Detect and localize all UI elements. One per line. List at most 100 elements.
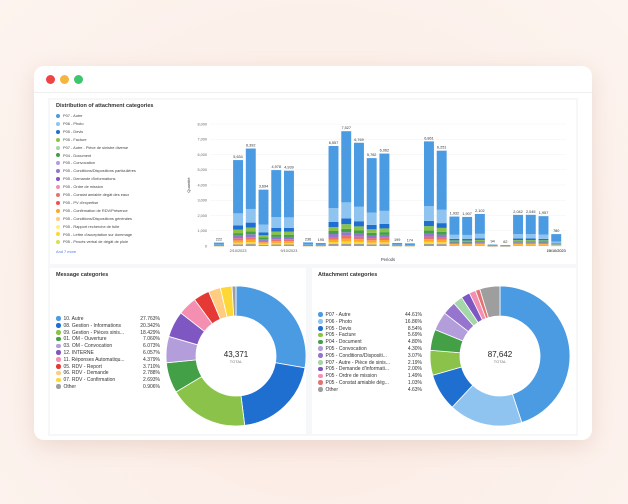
bar-segment[interactable]	[551, 241, 562, 244]
bar-segment[interactable]	[328, 208, 339, 223]
bar-segment[interactable]	[354, 230, 364, 234]
bar-segment[interactable]	[366, 238, 377, 241]
bar-segment[interactable]	[341, 232, 352, 236]
bar-segment[interactable]	[341, 228, 352, 233]
bar-segment[interactable]	[354, 226, 364, 231]
bar-legend-item[interactable]: P05 - Conditions/Dispositions particuliè…	[56, 168, 136, 173]
bar-segment[interactable]	[328, 227, 339, 232]
bar-segment[interactable]	[366, 244, 377, 246]
bar-segment[interactable]	[303, 242, 314, 245]
bar-segment[interactable]	[436, 237, 447, 240]
bar-segment[interactable]	[328, 231, 339, 235]
bar-segment[interactable]	[379, 228, 390, 233]
bar-segment[interactable]	[436, 223, 447, 228]
donut-legend-item[interactable]: 06. RDV - Demande 2.788%	[56, 370, 160, 376]
bar-segment[interactable]	[379, 242, 390, 245]
legend-more-link[interactable]: And 7 more	[56, 249, 77, 254]
bar-segment[interactable]	[354, 221, 364, 227]
bar-legend-item[interactable]: P05 - Demande d'informations	[56, 176, 115, 181]
bar-segment[interactable]	[449, 216, 460, 235]
bar-segment[interactable]	[284, 227, 294, 232]
donut-legend-item[interactable]: P05 - Devis 8.54%	[318, 326, 422, 332]
bar-segment[interactable]	[474, 241, 485, 243]
bar-segment[interactable]	[474, 238, 485, 240]
bar-segment[interactable]	[513, 240, 524, 242]
bar-legend-item[interactable]: P05 - Devis	[56, 129, 83, 134]
bar-segment[interactable]	[341, 218, 352, 225]
bar-segment[interactable]	[436, 227, 447, 232]
bar-legend-item[interactable]: P05 - Convocation	[56, 160, 95, 165]
bar-segment[interactable]	[379, 239, 390, 243]
maximize-window-button[interactable]	[74, 75, 83, 84]
bar-segment[interactable]	[328, 239, 339, 243]
bar-segment[interactable]	[538, 240, 549, 242]
bar-segment[interactable]	[354, 236, 364, 240]
bar-segment[interactable]	[366, 232, 377, 236]
bar-segment[interactable]	[436, 209, 447, 224]
minimize-window-button[interactable]	[60, 75, 69, 84]
bar-segment[interactable]	[538, 241, 549, 243]
bar-segment[interactable]	[474, 242, 485, 244]
bar-segment[interactable]	[303, 244, 314, 246]
bar-segment[interactable]	[449, 245, 460, 246]
bar-segment[interactable]	[436, 239, 447, 243]
donut-legend-item[interactable]: P05 - Constat amiable dég... 1.03%	[318, 380, 422, 386]
bar-segment[interactable]	[551, 234, 562, 242]
bar-segment[interactable]	[258, 242, 269, 244]
bar-segment[interactable]	[271, 231, 282, 235]
bar-segment[interactable]	[354, 206, 364, 222]
bar-segment[interactable]	[462, 244, 473, 245]
bar-segment[interactable]	[258, 232, 269, 236]
bar-segment[interactable]	[341, 224, 352, 229]
bar-segment[interactable]	[271, 239, 282, 242]
bar-segment[interactable]	[513, 241, 524, 243]
bar-segment[interactable]	[424, 233, 434, 237]
bar-segment[interactable]	[525, 242, 536, 244]
bar-segment[interactable]	[284, 239, 294, 242]
bar-segment[interactable]	[258, 244, 269, 246]
bar-segment[interactable]	[538, 242, 549, 244]
bar-segment[interactable]	[233, 229, 244, 234]
bar-segment[interactable]	[436, 231, 447, 235]
bar-legend-item[interactable]: P07 - Autre - Pièce de sinistre diverse	[56, 145, 128, 150]
bar-legend-item[interactable]: P06 - Photo	[56, 121, 84, 126]
bar-segment[interactable]	[233, 240, 244, 243]
bar-segment[interactable]	[233, 235, 244, 239]
bar-legend-item[interactable]: P05 - Confirmation de RDV/Présence	[56, 208, 128, 213]
bar-segment[interactable]	[525, 243, 536, 244]
donut-legend-item[interactable]: 01. OM - Ouverture 7.060%	[56, 336, 160, 342]
bar-segment[interactable]	[284, 231, 294, 235]
bar-segment[interactable]	[328, 234, 339, 238]
bar-segment[interactable]	[341, 238, 352, 242]
bar-segment[interactable]	[424, 243, 434, 246]
bar-segment[interactable]	[525, 214, 536, 235]
bar-segment[interactable]	[245, 222, 256, 228]
bar-segment[interactable]	[233, 160, 244, 214]
bar-segment[interactable]	[449, 242, 460, 244]
donut-legend-item[interactable]: 09. Gestion - Pièces sinis... 18.429%	[56, 330, 160, 336]
bar-legend-item[interactable]: P05 - Lettre d'acceptation sur dommage	[56, 232, 132, 237]
bar-segment[interactable]	[271, 244, 282, 246]
bar-segment[interactable]	[474, 233, 485, 239]
bar-segment[interactable]	[525, 240, 536, 242]
bar-segment[interactable]	[258, 240, 269, 243]
bar-segment[interactable]	[538, 238, 549, 241]
donut-legend-item[interactable]: P07 - Autre 44.61%	[318, 312, 422, 318]
bar-segment[interactable]	[538, 234, 549, 239]
bar-segment[interactable]	[474, 243, 485, 244]
bar-segment[interactable]	[424, 141, 434, 207]
bar-segment[interactable]	[513, 234, 524, 239]
bar-segment[interactable]	[525, 243, 536, 245]
bar-segment[interactable]	[525, 234, 536, 239]
bar-segment[interactable]	[424, 239, 434, 242]
bar-segment[interactable]	[354, 241, 364, 244]
close-window-button[interactable]	[46, 75, 55, 84]
bar-segment[interactable]	[551, 243, 562, 244]
bar-segment[interactable]	[462, 234, 473, 240]
bar-segment[interactable]	[379, 234, 390, 238]
donut-legend-item[interactable]: 07. RDV - Confirmation 2.693%	[56, 377, 160, 383]
bar-segment[interactable]	[245, 239, 256, 243]
donut-slice[interactable]	[479, 285, 501, 319]
bar-segment[interactable]	[258, 237, 269, 240]
bar-segment[interactable]	[392, 242, 403, 245]
